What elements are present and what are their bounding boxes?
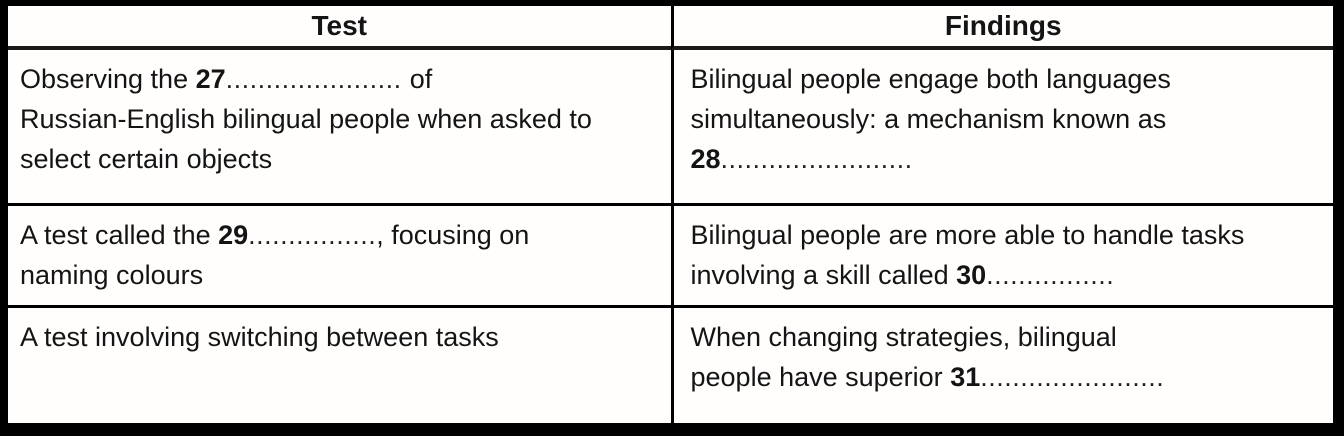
header-test-label: Test	[311, 10, 368, 41]
text-line: When changing strategies, bilingual	[690, 322, 1117, 352]
text-line: A test called the 29................, fo…	[20, 215, 661, 255]
text-line: simultaneously: a mechanism known as	[690, 104, 1167, 134]
text-segment: people have superior	[690, 362, 951, 392]
text-segment: , focusing on	[376, 220, 530, 250]
question-number-30: 30	[956, 260, 987, 290]
text-segment: Observing the	[20, 64, 196, 94]
text-line: Bilingual people engage both languages	[690, 64, 1171, 94]
text-line: people have superior 31.................…	[691, 357, 1324, 397]
text-line: A test involving switching between tasks	[20, 322, 499, 352]
answer-blank-27: ......................	[225, 64, 402, 94]
text-line: naming colours	[20, 260, 204, 290]
cell-test-row3: A test involving switching between tasks	[8, 305, 671, 423]
column-header-findings: Findings	[670, 6, 1333, 50]
header-findings-label: Findings	[944, 10, 1062, 41]
text-segment: of	[409, 64, 433, 94]
text-line: Bilingual people are more able to handle…	[690, 220, 1245, 250]
column-header-test: Test	[8, 6, 671, 50]
cell-findings-row1: Bilingual people engage both languages s…	[670, 50, 1334, 203]
answer-blank-31: .......................	[980, 362, 1165, 392]
text-line: involving a skill called 30.............…	[691, 255, 1324, 295]
question-number-31: 31	[950, 362, 981, 392]
text-line: 28........................	[691, 139, 1324, 179]
question-number-28: 28	[690, 144, 721, 174]
answer-blank-29: ................	[248, 220, 377, 250]
text-segment: A test called the	[20, 220, 219, 250]
text-line: Observing the 27...................... of	[20, 59, 661, 99]
cell-findings-row3: When changing strategies, bilingual peop…	[670, 305, 1333, 423]
cell-test-row2: A test called the 29................, fo…	[8, 203, 671, 305]
question-number-27: 27	[195, 64, 226, 94]
question-number-29: 29	[218, 220, 249, 250]
text-segment: involving a skill called	[690, 260, 957, 290]
text-line: select certain objects	[20, 144, 273, 174]
cell-test-row1: Observing the 27...................... of…	[8, 50, 671, 203]
answer-blank-28: ........................	[720, 144, 913, 174]
cell-findings-row2: Bilingual people are more able to handle…	[670, 203, 1333, 305]
text-line: Russian-English bilingual people when as…	[20, 104, 592, 134]
answer-blank-30: ................	[986, 260, 1115, 290]
